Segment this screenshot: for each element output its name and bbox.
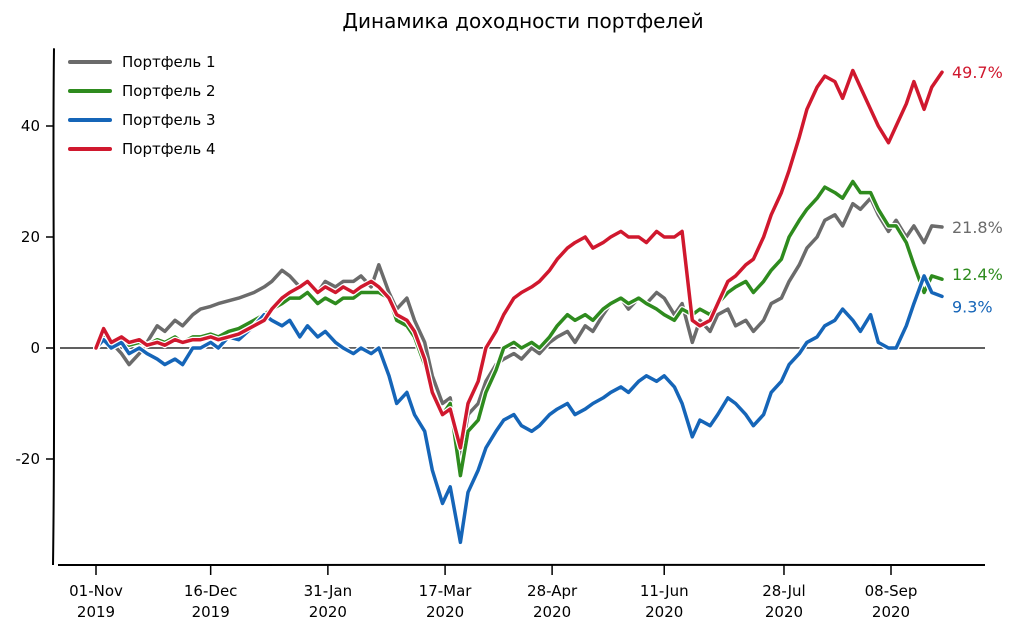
x-tick-label: 28-Apr 2020: [527, 582, 578, 621]
y-tick-label: 20: [21, 228, 40, 246]
x-tick-label: 31-Jan 2020: [304, 582, 352, 621]
y-tick-label: 0: [30, 339, 40, 357]
series-end-label: 9.3%: [952, 297, 993, 316]
x-tick-label: 16-Dec 2019: [184, 582, 238, 621]
x-tick-label: 28-Jul 2020: [762, 582, 805, 621]
series-halo: [93, 178, 945, 479]
series-halo: [93, 272, 945, 546]
y-tick-label: -20: [16, 450, 41, 468]
end-labels: 21.8% 12.4% 9.3% 49.7%: [952, 63, 1003, 316]
legend-label: Портфель 1: [122, 53, 216, 71]
y-axis-line: [52, 48, 56, 566]
series-end-label: 21.8%: [952, 218, 1003, 237]
series-end-label: 12.4%: [952, 265, 1003, 284]
x-tick-label: 17-Mar 2020: [419, 582, 473, 621]
series-lines: [93, 67, 945, 546]
legend: Портфель 1 Портфель 2 Портфель 3 Портфель 4: [68, 53, 216, 158]
x-tick-label: 11-Jun 2020: [640, 582, 689, 621]
legend-label: Портфель 3: [122, 111, 216, 129]
axes: -20 0 20 40 01-Nov 2019 16-Dec 2019 31-Jan 2020 17…: [16, 48, 986, 621]
series-line: [94, 274, 944, 545]
series-line: [94, 196, 944, 461]
y-tick-label: 40: [21, 117, 40, 135]
series-halo: [93, 67, 945, 451]
series-line: [94, 68, 944, 450]
legend-label: Портфель 2: [122, 82, 216, 100]
chart-title: Динамика доходности портфелей: [342, 9, 703, 33]
series-line: [94, 179, 944, 478]
x-axis-line: [57, 563, 986, 567]
x-tick-label: 01-Nov 2019: [69, 582, 123, 621]
x-tick-label: 08-Sep 2020: [865, 582, 918, 621]
series-end-label: 49.7%: [952, 63, 1003, 82]
legend-label: Портфель 4: [122, 140, 216, 158]
